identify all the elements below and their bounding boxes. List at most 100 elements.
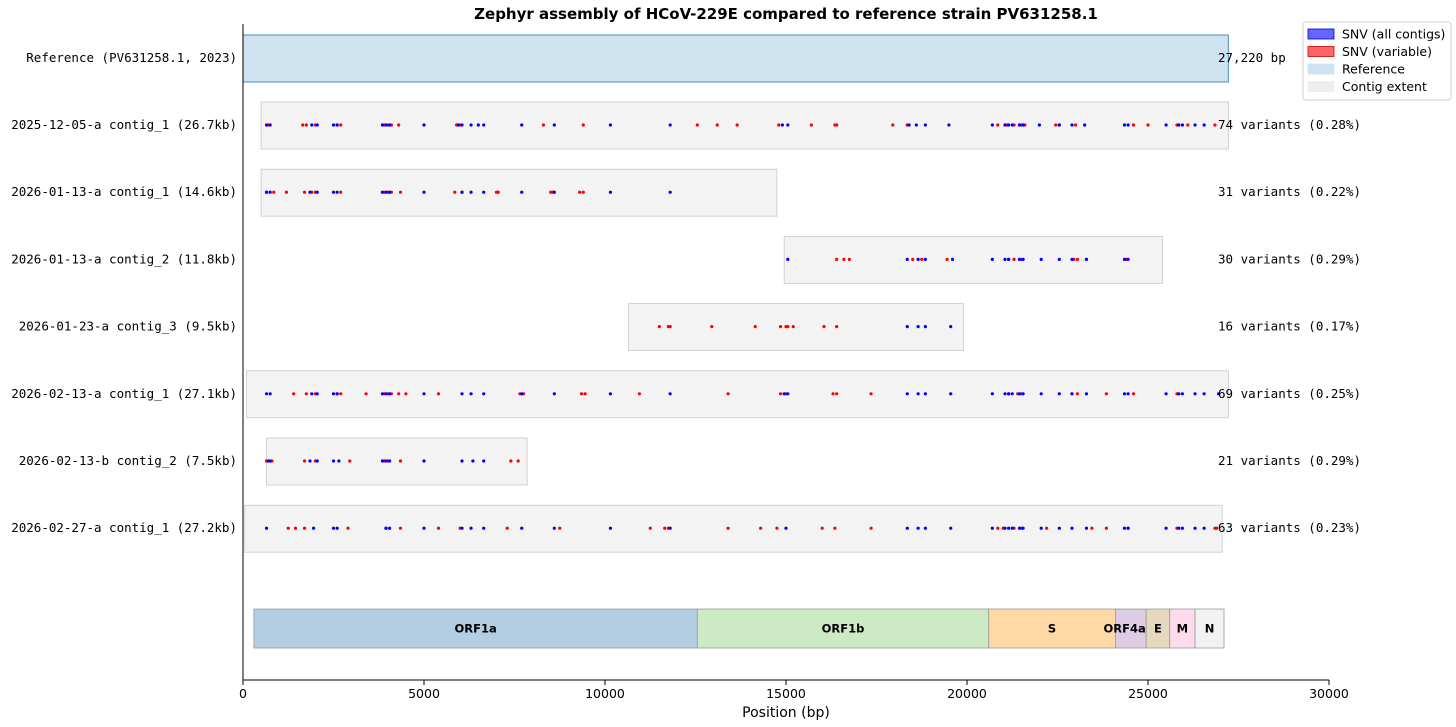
- gene-block: E: [1145, 608, 1171, 649]
- legend-label: Reference: [1342, 62, 1405, 77]
- snv-point: [422, 459, 426, 463]
- snv-point: [1177, 392, 1181, 396]
- track-label: 2026-02-27-a contig_1 (27.2kb): [11, 520, 237, 535]
- snv-point: [315, 123, 319, 127]
- snv-point: [990, 257, 994, 261]
- snv-point: [308, 459, 312, 463]
- snv-variable-point: [558, 526, 562, 530]
- snv-variable-point: [726, 526, 730, 530]
- snv-point: [990, 526, 994, 530]
- snv-point: [384, 392, 388, 396]
- legend-label: SNV (all contigs): [1342, 27, 1445, 42]
- snv-point: [422, 190, 426, 194]
- snv-point: [780, 123, 784, 127]
- snv-point: [460, 123, 464, 127]
- gene-label: S: [1048, 622, 1056, 636]
- snv-point: [950, 257, 955, 261]
- snv-point: [1202, 526, 1206, 530]
- snv-point: [668, 190, 672, 194]
- snv-variable-point: [778, 325, 783, 329]
- snv-variable-point: [509, 459, 513, 463]
- snv-point: [916, 526, 920, 530]
- snv-variable-point: [541, 123, 546, 127]
- snv-point: [1010, 392, 1014, 396]
- snv-variable-point: [292, 392, 296, 396]
- snv-point: [1003, 123, 1007, 127]
- snv-point: [1003, 392, 1007, 396]
- snv-point: [268, 392, 272, 396]
- snv-point: [268, 459, 272, 463]
- snv-point: [552, 190, 556, 194]
- snv-point: [310, 123, 314, 127]
- snv-variable-point: [1012, 257, 1016, 261]
- snv-point: [1007, 526, 1011, 530]
- snv-variable-point: [663, 526, 667, 530]
- snv-point: [388, 190, 392, 194]
- snv-point: [923, 526, 927, 530]
- snv-variable-point: [726, 392, 730, 396]
- snv-point: [310, 392, 314, 396]
- snv-point: [264, 392, 269, 396]
- snv-variable-point: [778, 392, 783, 396]
- snv-point: [331, 190, 336, 194]
- snv-point: [1193, 392, 1197, 396]
- contig-track: 2026-02-13-a contig_1 (27.1kb) 69 variant…: [11, 370, 1361, 419]
- snv-point: [916, 325, 920, 329]
- snv-variable-point: [759, 526, 763, 530]
- snv-variable-point: [1146, 123, 1150, 127]
- snv-point: [335, 526, 339, 530]
- snv-point: [520, 392, 524, 396]
- track-summary: 31 variants (0.22%): [1218, 184, 1361, 199]
- snv-point: [1007, 257, 1011, 261]
- snv-point: [331, 526, 336, 530]
- snv-point: [1193, 526, 1197, 530]
- snv-point: [1070, 526, 1074, 530]
- snv-point: [315, 459, 319, 463]
- snv-variable-point: [404, 392, 408, 396]
- gene-rect: [253, 608, 698, 649]
- snv-point: [1003, 257, 1007, 261]
- snv-point: [1007, 392, 1011, 396]
- snv-point: [923, 392, 927, 396]
- snv-point: [552, 392, 556, 396]
- contig-extent-bar: [628, 303, 964, 352]
- snv-variable-point: [753, 325, 757, 329]
- snv-variable-point: [505, 526, 509, 530]
- snv-point: [264, 526, 269, 530]
- snv-point: [469, 392, 473, 396]
- snv-point: [331, 123, 336, 127]
- reference-label: Reference (PV631258.1, 2023): [26, 50, 237, 65]
- snv-point: [482, 123, 486, 127]
- snv-point: [1084, 392, 1089, 396]
- snv-variable-point: [668, 325, 672, 329]
- snv-point: [1202, 123, 1206, 127]
- snv-point: [905, 392, 909, 396]
- track-summary: 30 variants (0.29%): [1218, 251, 1361, 266]
- contig-extent-bar: [244, 504, 1223, 553]
- snv-variable-point: [583, 392, 587, 396]
- gene-rect: [1115, 608, 1147, 649]
- contig-track: 2026-02-13-b contig_2 (7.5kb) 21 variants…: [19, 437, 1361, 486]
- gene-label: E: [1154, 622, 1162, 636]
- gene-block: M: [1169, 608, 1196, 649]
- snv-variable-point: [996, 526, 1000, 530]
- snv-point: [1177, 526, 1181, 530]
- snv-point: [482, 190, 486, 194]
- snv-point: [608, 190, 613, 194]
- snv-point: [471, 459, 475, 463]
- snv-point: [337, 459, 341, 463]
- snv-point: [1070, 123, 1074, 127]
- gene-rect: [696, 608, 990, 649]
- snv-point: [1017, 257, 1022, 261]
- snv-variable-point: [348, 459, 352, 463]
- snv-point: [1039, 257, 1043, 261]
- snv-point: [264, 190, 269, 194]
- track-summary: 21 variants (0.29%): [1218, 453, 1361, 468]
- snv-variable-point: [579, 392, 584, 396]
- snv-point: [1039, 526, 1043, 530]
- snv-point: [380, 123, 384, 127]
- snv-point: [335, 190, 339, 194]
- snv-variable-point: [286, 526, 290, 530]
- snv-point: [990, 123, 994, 127]
